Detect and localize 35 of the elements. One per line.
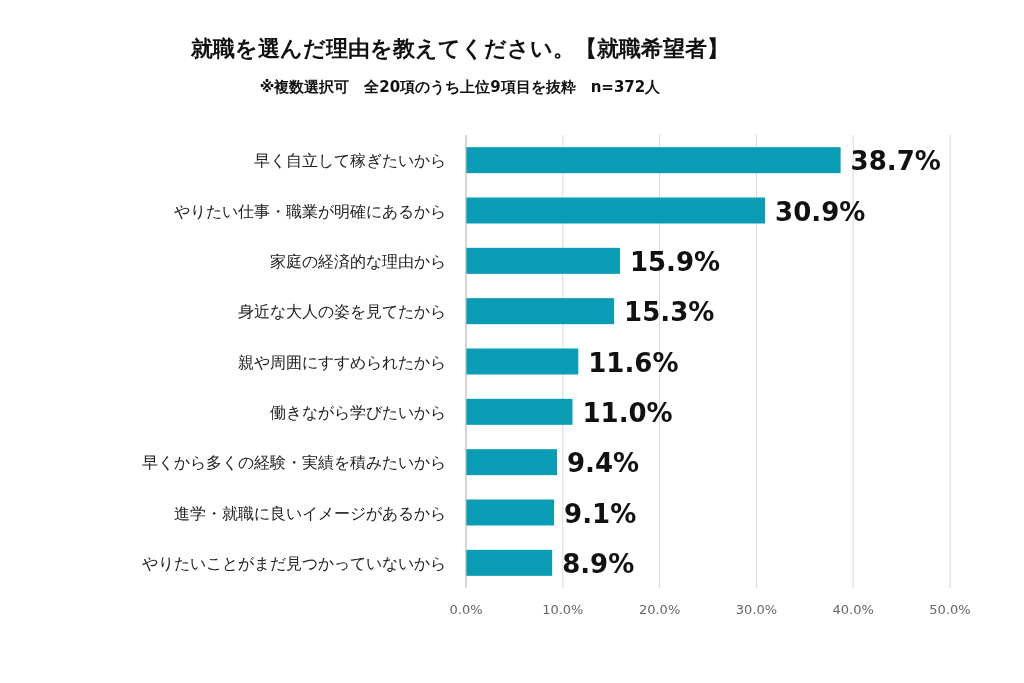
y-tick-label: 身近な大人の姿を見てたから bbox=[238, 302, 446, 322]
y-tick-label: 親や周囲にすすめられたから bbox=[238, 352, 446, 372]
data-label: 8.9% bbox=[562, 548, 635, 579]
x-tick-label: 30.0% bbox=[735, 602, 778, 617]
y-tick-label: やりたい仕事・職業が明確にあるから bbox=[174, 201, 446, 221]
data-label: 30.9% bbox=[775, 196, 866, 227]
y-tick-label: 早くから多くの経験・実績を積みたいから bbox=[142, 453, 446, 473]
y-tick-label: 家庭の経済的な理由から bbox=[270, 251, 446, 271]
x-tick-label: 0.0% bbox=[449, 602, 483, 617]
data-label: 11.6% bbox=[588, 347, 679, 378]
bar bbox=[466, 499, 555, 526]
x-tick-label: 50.0% bbox=[929, 602, 971, 617]
data-label: 15.3% bbox=[624, 297, 715, 328]
data-label: 15.9% bbox=[629, 246, 721, 277]
data-label: 38.7% bbox=[850, 146, 941, 177]
bar bbox=[466, 348, 579, 375]
bar bbox=[466, 197, 766, 224]
bar bbox=[466, 449, 557, 476]
data-label: 9.4% bbox=[566, 448, 640, 479]
x-tick-label: 40.0% bbox=[832, 602, 874, 617]
bar bbox=[466, 549, 553, 576]
bar bbox=[466, 398, 573, 425]
chart-subtitle: ※複数選択可 全20項のうち上位9項目を抜粋 n=372人 bbox=[259, 78, 662, 96]
bar bbox=[466, 247, 620, 274]
chart-title: 就職を選んだ理由を教えてください。【就職希望者】 bbox=[190, 36, 729, 61]
y-tick-label: 働きながら学びたいから bbox=[270, 402, 446, 422]
y-tick-label: 進学・就職に良いイメージがあるから bbox=[174, 503, 446, 523]
bar bbox=[466, 298, 615, 325]
bar bbox=[466, 147, 841, 174]
data-label: 11.0% bbox=[582, 397, 673, 428]
x-tick-label: 10.0% bbox=[542, 602, 584, 617]
data-label: 9.1% bbox=[564, 498, 637, 529]
y-tick-label: 早く自立して稼ぎたいから bbox=[254, 151, 446, 171]
x-tick-label: 20.0% bbox=[638, 602, 681, 617]
y-tick-label: やりたいことがまだ見つかっていないから bbox=[142, 553, 446, 573]
